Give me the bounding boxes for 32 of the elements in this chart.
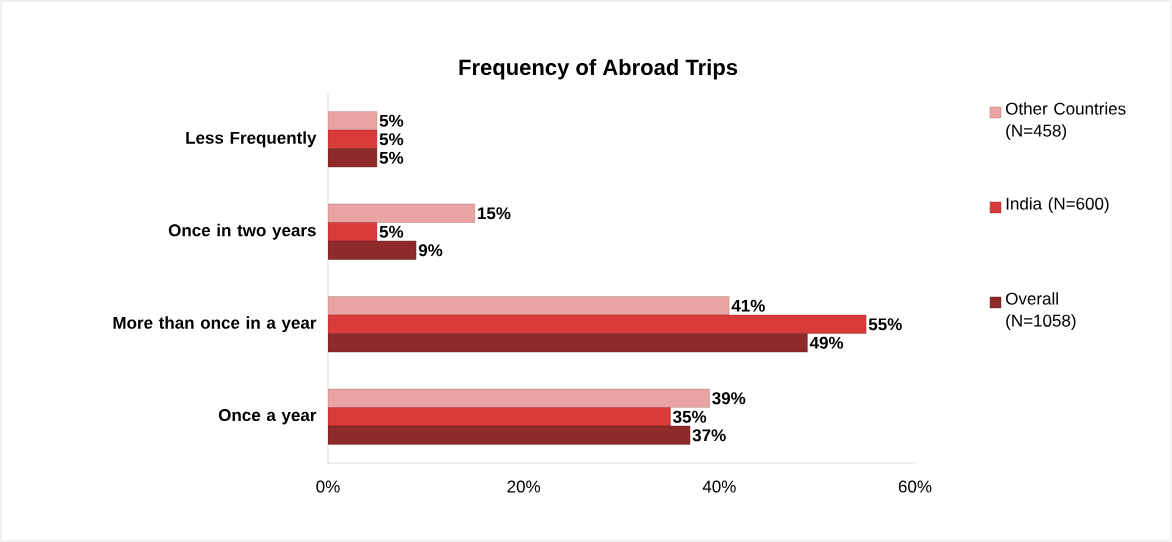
data-label: 37% <box>692 429 726 442</box>
legend-label: Other Countries (N=458) <box>1006 102 1126 141</box>
data-label: 49% <box>809 336 844 349</box>
y-tick-label: Once a year <box>218 409 317 425</box>
bar <box>328 333 808 353</box>
bar <box>328 425 691 445</box>
bar <box>328 203 475 223</box>
bar <box>328 388 710 408</box>
bar <box>328 240 417 260</box>
chart-title: Frequency of Abroad Trips <box>459 58 738 80</box>
bar <box>328 314 867 334</box>
y-tick-label: Once in two years <box>168 223 316 240</box>
legend-label: India (N=600) <box>1006 197 1109 214</box>
bar <box>328 296 730 316</box>
data-label: 5% <box>379 225 404 238</box>
y-tick-label: Less Frequently <box>186 131 317 148</box>
x-tick-label: 60% <box>898 480 932 493</box>
x-tick-label: 20% <box>507 480 541 493</box>
data-label: 9% <box>418 244 443 257</box>
data-label: 41% <box>731 299 765 312</box>
data-label: 55% <box>868 318 902 331</box>
y-tick-label: More than once in a year <box>113 316 317 333</box>
data-label: 15% <box>478 207 511 220</box>
bar <box>328 407 671 427</box>
data-label: 39% <box>712 392 746 405</box>
data-label: 5% <box>379 151 404 164</box>
data-label: 35% <box>673 410 707 423</box>
x-tick-label: 40% <box>702 480 736 493</box>
x-tick-label: 0% <box>316 480 340 493</box>
data-label: 5% <box>379 133 404 146</box>
legend-label: Overall (N=1058) <box>1006 292 1076 331</box>
data-label: 5% <box>379 114 404 127</box>
